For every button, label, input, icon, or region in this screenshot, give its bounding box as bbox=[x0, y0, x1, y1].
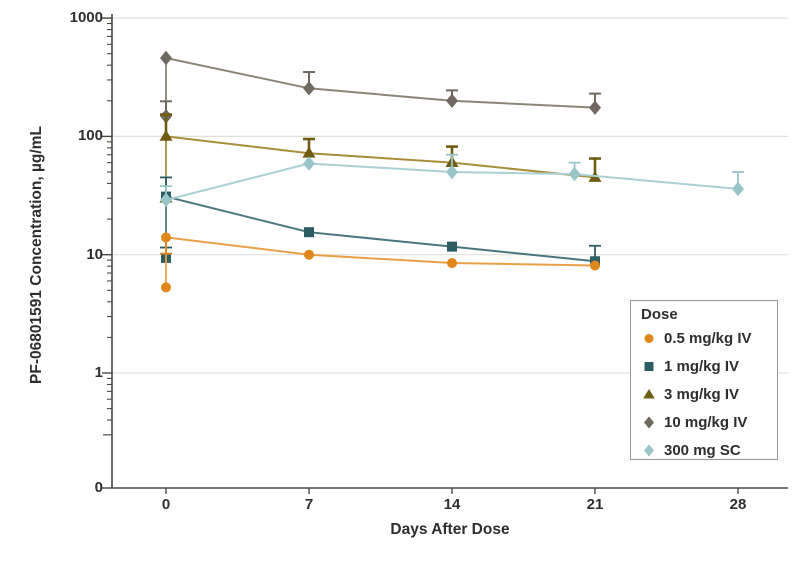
diamond-marker-icon bbox=[446, 93, 458, 108]
y-tick-label: 0 bbox=[94, 479, 103, 496]
diamond-marker-icon bbox=[446, 164, 458, 180]
square-glyph bbox=[644, 362, 654, 371]
square-marker-icon bbox=[447, 241, 457, 252]
triangle-marker-icon bbox=[643, 389, 655, 399]
series-line bbox=[165, 236, 596, 267]
legend-item: 300 mg SC bbox=[641, 436, 777, 464]
triangle-marker-icon bbox=[302, 146, 316, 158]
square-marker-icon bbox=[304, 227, 314, 238]
circle-marker-icon bbox=[304, 249, 314, 260]
circle-marker-icon bbox=[590, 260, 600, 271]
x-tick-label: 14 bbox=[443, 496, 461, 513]
circle-marker-icon bbox=[644, 334, 654, 343]
diamond-glyph bbox=[644, 444, 654, 457]
legend-item-label: 0.5 mg/kg IV bbox=[664, 329, 752, 347]
legend-item-label: 300 mg SC bbox=[664, 441, 741, 459]
x-tick-label: 0 bbox=[161, 496, 171, 513]
diamond-marker-icon bbox=[589, 100, 601, 115]
x-tick-label: 7 bbox=[304, 496, 314, 513]
circle-marker-icon bbox=[161, 232, 171, 243]
x-tick-label: 21 bbox=[586, 496, 604, 513]
legend-title: Dose bbox=[641, 306, 678, 323]
legend-item: 3 mg/kg IV bbox=[641, 380, 777, 408]
circle-marker-icon bbox=[161, 282, 171, 293]
triangle-glyph bbox=[643, 389, 655, 399]
circle-glyph bbox=[644, 334, 654, 343]
diamond-glyph bbox=[644, 416, 654, 429]
series-line bbox=[165, 195, 596, 263]
diamond-marker-icon bbox=[568, 166, 581, 182]
legend-items: 0.5 mg/kg IV 1 mg/kg IV 3 mg/kg IV 10 mg/kg… bbox=[641, 324, 777, 464]
legend-item: 1 mg/kg IV bbox=[641, 352, 777, 380]
circle-marker-icon bbox=[447, 258, 457, 269]
series-line bbox=[165, 135, 596, 179]
x-tick-label: 28 bbox=[729, 496, 747, 513]
legend-item: 10 mg/kg IV bbox=[641, 408, 777, 436]
y-tick-label: 1 bbox=[94, 364, 103, 381]
diamond-marker-icon bbox=[303, 156, 315, 171]
legend-item-label: 3 mg/kg IV bbox=[664, 385, 740, 403]
y-tick-label: 100 bbox=[77, 127, 103, 145]
y-tick-label: 1000 bbox=[69, 9, 103, 27]
y-axis-title: PF-06801591 Concentration, µg/mL bbox=[28, 126, 45, 384]
x-axis-title: Days After Dose bbox=[390, 521, 510, 538]
diamond-marker-icon bbox=[732, 181, 744, 197]
y-tick-label: 10 bbox=[86, 245, 103, 263]
triangle-marker-icon bbox=[159, 129, 173, 141]
diamond-marker-icon bbox=[160, 50, 172, 66]
diamond-marker-icon bbox=[303, 81, 315, 96]
legend-item: 0.5 mg/kg IV bbox=[641, 324, 777, 352]
legend-item-label: 1 mg/kg IV bbox=[664, 357, 740, 375]
diamond-marker-icon bbox=[644, 444, 654, 457]
series-line bbox=[165, 57, 596, 109]
square-marker-icon bbox=[644, 362, 654, 371]
legend-item-label: 10 mg/kg IV bbox=[664, 413, 748, 431]
diamond-marker-icon bbox=[160, 192, 172, 208]
diamond-marker-icon bbox=[644, 416, 654, 429]
legend: Dose 0.5 mg/kg IV 1 mg/kg IV 3 mg/kg IV 10 … bbox=[630, 300, 778, 460]
